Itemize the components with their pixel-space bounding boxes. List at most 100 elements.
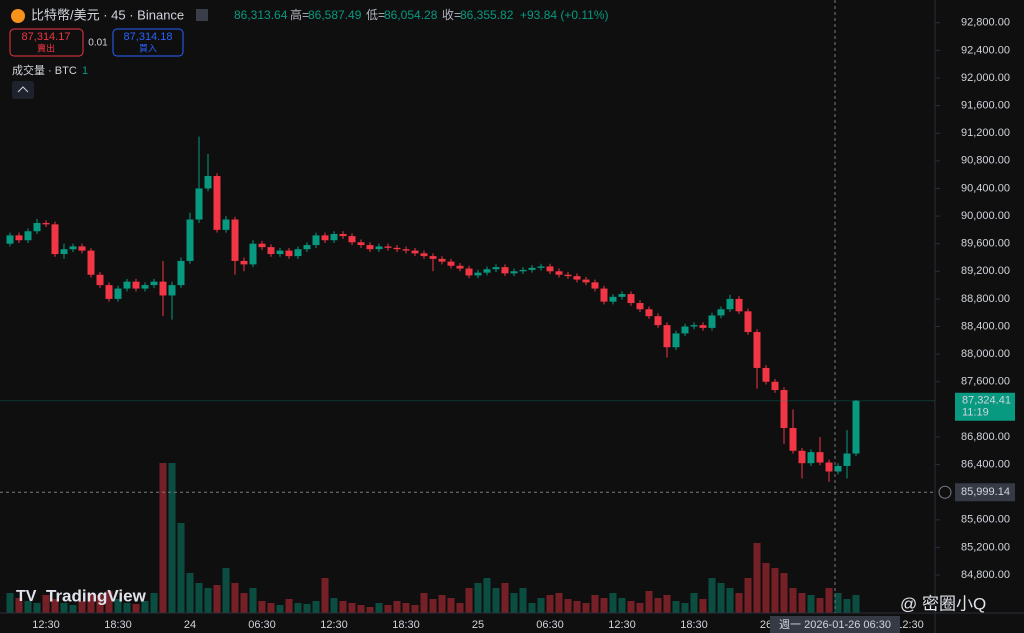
volume-bar xyxy=(816,598,824,613)
icon xyxy=(196,9,208,21)
volume-bar xyxy=(384,605,392,613)
ohlc: 86,355.82 xyxy=(460,8,514,22)
volume-bar xyxy=(357,605,365,613)
candle-body xyxy=(105,285,113,299)
candle-body xyxy=(213,176,221,230)
candle-body xyxy=(78,246,86,251)
candle-body xyxy=(573,276,581,280)
candle-body xyxy=(60,249,68,255)
volume-bar xyxy=(195,583,203,613)
volume-bar xyxy=(258,601,266,613)
spread: 0.01 xyxy=(88,38,108,49)
candle-body xyxy=(348,236,356,243)
candle-body xyxy=(96,274,104,286)
volume-bar xyxy=(339,601,347,613)
candle-body xyxy=(375,246,383,250)
volume-bar xyxy=(267,603,275,613)
candle-body xyxy=(474,272,482,276)
candle-body xyxy=(825,462,833,472)
y-tick-label: 88,000.00 xyxy=(961,348,1010,360)
volume-bar xyxy=(78,601,86,613)
candle-body xyxy=(519,269,527,272)
volume-bar xyxy=(762,563,770,613)
crosshair-tag xyxy=(955,483,1015,502)
add-icon xyxy=(938,485,952,499)
volume-bar xyxy=(798,593,806,613)
collapse-button[interactable] xyxy=(12,81,34,99)
candle-body xyxy=(753,332,761,368)
y-tick-label: 86,400.00 xyxy=(961,458,1010,470)
volume-bar xyxy=(528,603,536,613)
change: +93.84 (+0.11%) xyxy=(520,8,609,22)
volume-bar xyxy=(402,603,410,613)
volume-bar xyxy=(708,578,716,613)
candle-body xyxy=(789,427,797,451)
volume-bar xyxy=(150,593,158,613)
volume-bar xyxy=(366,607,374,613)
candle-body xyxy=(276,250,284,255)
volume-bar xyxy=(519,588,527,613)
volume-bar xyxy=(663,595,671,613)
candle-body xyxy=(429,256,437,259)
candle-body xyxy=(780,390,788,428)
candle-body xyxy=(510,271,518,274)
candle-body xyxy=(411,250,419,254)
x-tick-label: 18:30 xyxy=(392,619,420,631)
volume-bar xyxy=(843,599,851,613)
candle-body xyxy=(456,265,464,269)
volume-bar xyxy=(537,598,545,613)
volume-bar xyxy=(330,598,338,613)
last-price-tag xyxy=(955,392,1015,421)
x-tick-label: 18:30 xyxy=(680,619,708,631)
candle-body xyxy=(420,253,428,257)
candle-body xyxy=(528,267,536,270)
y-tick-label: 90,000.00 xyxy=(961,210,1010,222)
volume-bar xyxy=(114,599,122,613)
ohlc-label: 收= xyxy=(442,8,461,22)
candle-body xyxy=(204,176,212,189)
candle-body xyxy=(690,325,698,327)
coin-icon xyxy=(11,9,25,23)
candle-body xyxy=(177,260,185,286)
x-tick-label: 25 xyxy=(472,619,484,631)
candle-body xyxy=(402,249,410,251)
candle-body xyxy=(636,303,644,310)
candle-body xyxy=(735,298,743,312)
volume-bar xyxy=(681,603,689,613)
volume-bar xyxy=(348,603,356,613)
candle-body xyxy=(339,234,347,237)
volume-bar xyxy=(438,595,446,613)
volume-bar xyxy=(672,601,680,613)
volume-bar xyxy=(213,585,221,613)
buy-button[interactable] xyxy=(112,28,184,57)
ohlc-label: 高= xyxy=(290,7,309,22)
y-tick-label: 92,800.00 xyxy=(961,17,1010,29)
candle-body xyxy=(726,298,734,310)
candle-body xyxy=(816,452,824,463)
y-tick-label: 87,600.00 xyxy=(961,376,1010,388)
volume-bar xyxy=(375,603,383,613)
volume-bar xyxy=(645,591,653,613)
volume-bar xyxy=(735,593,743,613)
volume-bar xyxy=(609,593,617,613)
volume-bar xyxy=(483,578,491,613)
candle-body xyxy=(564,274,572,277)
candle-body xyxy=(141,285,149,289)
candle-body xyxy=(654,316,662,326)
candle-body xyxy=(384,246,392,248)
volume-bar xyxy=(312,601,320,613)
volume-bar xyxy=(87,593,95,613)
volume-bar xyxy=(231,583,239,613)
volume-bar xyxy=(582,603,590,613)
candle-body xyxy=(645,309,653,317)
candle-body xyxy=(330,234,338,241)
candle-body xyxy=(618,294,626,297)
sell-button[interactable] xyxy=(9,28,84,57)
candle-body xyxy=(33,222,41,232)
volume-bar xyxy=(753,543,761,613)
candle-body xyxy=(285,250,293,257)
volume-bar xyxy=(303,604,311,613)
volume-bar xyxy=(834,593,842,613)
